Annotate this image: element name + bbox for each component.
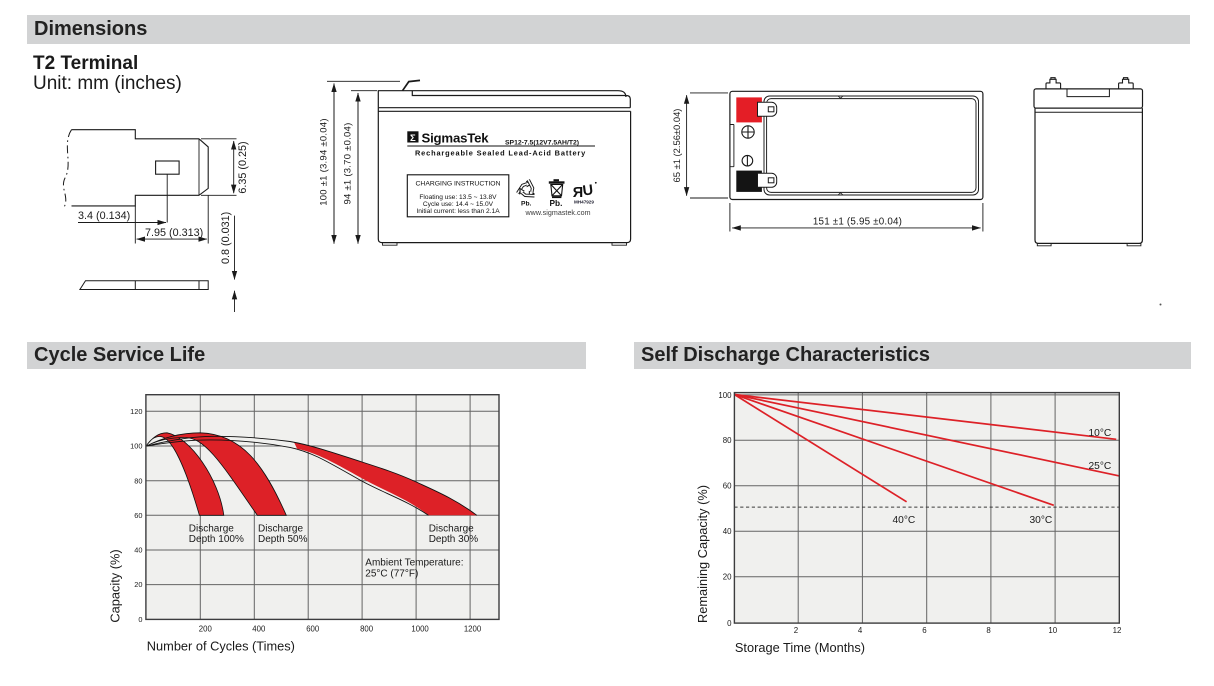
svg-text:800: 800 [360, 625, 374, 634]
svg-text:10: 10 [1048, 626, 1057, 635]
svg-text:20: 20 [723, 573, 732, 582]
svg-text:SigmasTek: SigmasTek [422, 130, 490, 145]
svg-text:10°C: 10°C [1089, 428, 1112, 439]
svg-text:Capacity (%): Capacity (%) [108, 549, 123, 622]
svg-text:Number of Cycles (Times): Number of Cycles (Times) [147, 639, 295, 654]
svg-text:6: 6 [922, 626, 927, 635]
svg-text:Pb.: Pb. [521, 200, 532, 207]
svg-text:40: 40 [723, 527, 732, 536]
svg-text:25°C: 25°C [1089, 461, 1112, 472]
svg-text:7.95 (0.313): 7.95 (0.313) [145, 227, 203, 239]
svg-text:80: 80 [134, 476, 142, 485]
svg-text:Pb.: Pb. [550, 198, 563, 208]
svg-text:151 ±1 (5.95 ±0.04): 151 ±1 (5.95 ±0.04) [813, 217, 902, 228]
svg-text:CHARGING INSTRUCTION: CHARGING INSTRUCTION [416, 180, 501, 187]
svg-text:1000: 1000 [411, 625, 429, 634]
svg-text:0: 0 [138, 615, 142, 624]
svg-text:0.8 (0.031): 0.8 (0.031) [220, 212, 232, 264]
svg-text:60: 60 [134, 511, 142, 520]
svg-text:Depth 50%: Depth 50% [258, 534, 308, 545]
svg-text:1200: 1200 [464, 625, 482, 634]
svg-text:www.sigmastek.com: www.sigmastek.com [525, 209, 591, 217]
svg-text:120: 120 [130, 407, 142, 416]
svg-text:Я: Я [573, 185, 583, 201]
svg-text:3.4 (0.134): 3.4 (0.134) [78, 210, 130, 222]
svg-text:600: 600 [306, 625, 320, 634]
svg-text:200: 200 [199, 625, 213, 634]
svg-text:Discharge: Discharge [258, 523, 303, 534]
svg-text:2: 2 [794, 626, 798, 635]
svg-text:8: 8 [986, 626, 991, 635]
svg-text:40°C: 40°C [893, 515, 916, 526]
svg-text:100 ±1 (3.94 ±0.04): 100 ±1 (3.94 ±0.04) [319, 118, 330, 206]
svg-text:Floating use: 13.5 ~ 13.8V: Floating use: 13.5 ~ 13.8V [419, 194, 497, 201]
svg-text:25°C (77°F): 25°C (77°F) [365, 568, 418, 579]
svg-text:30°C: 30°C [1030, 515, 1053, 526]
svg-text:65 ±1 (2.56±0.04): 65 ±1 (2.56±0.04) [671, 109, 682, 183]
svg-text:U: U [582, 182, 594, 199]
svg-text:400: 400 [252, 625, 266, 634]
svg-text:Discharge: Discharge [189, 523, 234, 534]
svg-text:Depth 100%: Depth 100% [189, 534, 244, 545]
svg-text:MH47929: MH47929 [574, 200, 594, 205]
svg-text:0: 0 [727, 619, 732, 628]
svg-text:100: 100 [130, 442, 142, 451]
svg-text:Remaining Capacity (%): Remaining Capacity (%) [695, 485, 710, 623]
svg-text:80: 80 [723, 436, 732, 445]
svg-text:Storage Time (Months): Storage Time (Months) [735, 640, 865, 655]
svg-text:SP12-7.5(12V7.5AH/T2): SP12-7.5(12V7.5AH/T2) [505, 139, 579, 146]
svg-text:40: 40 [134, 546, 142, 555]
svg-text:4: 4 [858, 626, 863, 635]
svg-text:100: 100 [718, 391, 732, 400]
svg-text:20: 20 [134, 580, 142, 589]
svg-text:Depth 30%: Depth 30% [429, 534, 479, 545]
svg-text:Discharge: Discharge [429, 523, 474, 534]
svg-text:6.35 (0.25): 6.35 (0.25) [237, 141, 249, 193]
svg-text:Rechargeable Sealed Lead-Acid: Rechargeable Sealed Lead-Acid Battery [415, 149, 586, 158]
svg-text:Ambient Temperature:: Ambient Temperature: [365, 558, 463, 569]
svg-text:60: 60 [723, 482, 732, 491]
svg-text:Initial current: less than 2.1: Initial current: less than 2.1A [416, 208, 500, 215]
svg-text:94 ±1 (3.70 ±0.04): 94 ±1 (3.70 ±0.04) [343, 122, 354, 204]
svg-text:Σ: Σ [410, 133, 416, 144]
svg-text:12: 12 [1113, 626, 1122, 635]
svg-text:Cycle use: 14.4 ~ 15.0V: Cycle use: 14.4 ~ 15.0V [423, 201, 494, 208]
